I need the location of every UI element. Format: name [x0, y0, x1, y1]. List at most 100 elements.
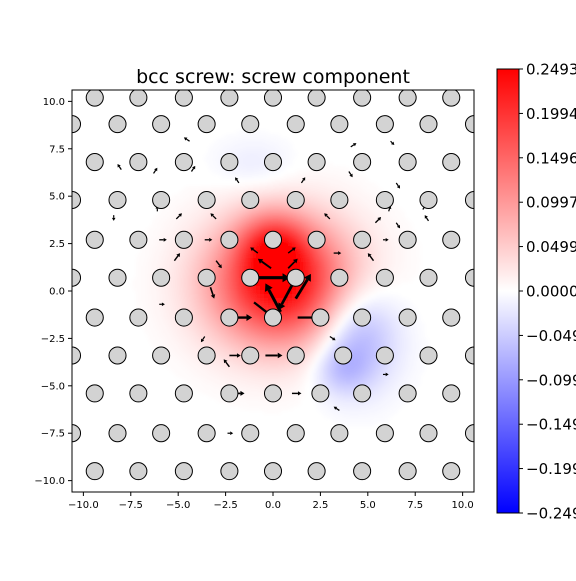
- field-cell: [348, 214, 353, 219]
- field-cell: [164, 242, 169, 247]
- field-cell: [256, 190, 261, 195]
- field-cell: [260, 190, 265, 195]
- field-cell: [188, 338, 193, 343]
- field-cell: [144, 326, 149, 331]
- field-cell: [328, 206, 333, 211]
- field-cell: [148, 254, 153, 259]
- field-cell: [356, 298, 361, 303]
- field-cell: [272, 182, 277, 187]
- field-cell: [244, 394, 249, 399]
- field-cell: [388, 234, 393, 239]
- field-cell: [276, 374, 281, 379]
- field-cell: [372, 186, 377, 191]
- atom-marker: [129, 308, 148, 327]
- field-cell: [332, 390, 337, 395]
- field-cell: [200, 322, 205, 327]
- field-cell: [208, 374, 213, 379]
- field-cell: [188, 190, 193, 195]
- field-cell: [264, 246, 269, 251]
- field-cell: [344, 326, 349, 331]
- field-cell: [292, 150, 297, 155]
- arrow: [229, 353, 241, 358]
- field-cell: [308, 198, 313, 203]
- field-cell: [296, 394, 301, 399]
- atom-marker: [442, 462, 461, 481]
- field-cell: [372, 382, 377, 387]
- field-cell: [260, 382, 265, 387]
- field-cell: [228, 326, 233, 331]
- field-cell: [332, 374, 337, 379]
- field-cell: [348, 330, 353, 335]
- field-cell: [336, 330, 341, 335]
- field-cell: [284, 222, 289, 227]
- field-cell: [320, 186, 325, 191]
- field-cell: [260, 138, 265, 143]
- field-cell: [160, 322, 165, 327]
- field-cell: [244, 338, 249, 343]
- field-cell: [280, 194, 285, 199]
- field-cell: [232, 218, 237, 223]
- field-cell: [268, 222, 273, 227]
- field-cell: [316, 382, 321, 387]
- x-tick-label: 2.5: [312, 500, 328, 511]
- field-cell: [280, 138, 285, 143]
- field-cell: [232, 286, 237, 291]
- field-cell: [380, 382, 385, 387]
- field-cell: [320, 206, 325, 211]
- atom-marker: [263, 90, 283, 107]
- field-cell: [372, 314, 377, 319]
- field-cell: [268, 346, 273, 351]
- field-cell: [200, 258, 205, 263]
- field-cell: [308, 218, 313, 223]
- field-cell: [168, 338, 173, 343]
- field-cell: [216, 238, 221, 243]
- field-cell: [268, 150, 273, 155]
- field-cell: [140, 270, 145, 275]
- field-cell: [348, 338, 353, 343]
- field-cell: [184, 370, 189, 375]
- field-cell: [280, 350, 285, 355]
- field-cell: [188, 366, 193, 371]
- field-cell: [180, 334, 185, 339]
- field-cell: [384, 342, 389, 347]
- field-cell: [396, 390, 401, 395]
- field-cell: [240, 398, 245, 403]
- field-cell: [388, 258, 393, 263]
- field-cell: [220, 154, 225, 159]
- field-cell: [288, 306, 293, 311]
- field-cell: [244, 230, 249, 235]
- field-cell: [256, 334, 261, 339]
- field-cell: [292, 214, 297, 219]
- field-cell: [148, 338, 153, 343]
- field-cell: [164, 322, 169, 327]
- field-cell: [360, 210, 365, 215]
- field-cell: [328, 270, 333, 275]
- field-cell: [352, 294, 357, 299]
- field-cell: [164, 222, 169, 227]
- atom-marker: [398, 230, 417, 249]
- field-cell: [160, 318, 165, 323]
- field-cell: [404, 270, 409, 275]
- field-cell: [376, 222, 381, 227]
- field-cell: [232, 346, 237, 351]
- field-cell: [384, 254, 389, 259]
- field-cell: [344, 206, 349, 211]
- field-cell: [284, 402, 289, 407]
- field-cell: [216, 302, 221, 307]
- field-cell: [136, 270, 141, 275]
- field-cell: [304, 270, 309, 275]
- field-cell: [296, 218, 301, 223]
- field-cell: [216, 158, 221, 163]
- field-cell: [400, 326, 405, 331]
- field-cell: [164, 342, 169, 347]
- field-cell: [208, 366, 213, 371]
- field-cell: [184, 326, 189, 331]
- field-cell: [388, 306, 393, 311]
- field-cell: [236, 146, 241, 151]
- field-cell: [180, 330, 185, 335]
- field-cell: [316, 366, 321, 371]
- field-cell: [180, 362, 185, 367]
- field-cell: [276, 358, 281, 363]
- field-cell: [396, 294, 401, 299]
- field-cell: [176, 218, 181, 223]
